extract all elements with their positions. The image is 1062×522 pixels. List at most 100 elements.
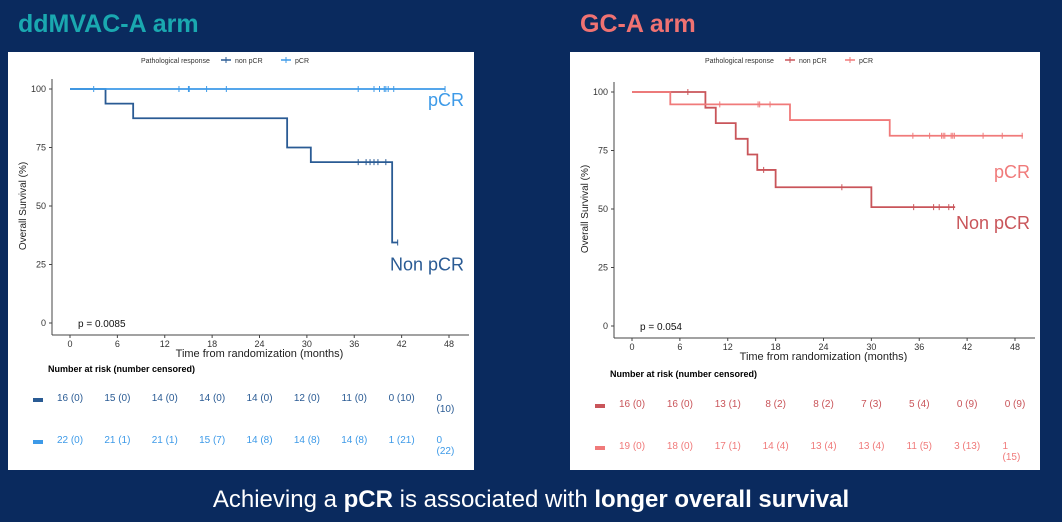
- x-tick-label: 0: [67, 339, 72, 349]
- risk-row-pCR: 22 (0) 21 (1) 21 (1) 15 (7) 14 (8) 14 (8) 14 (…: [8, 435, 474, 457]
- y-tick-label: 75: [598, 146, 608, 156]
- legend-label: non pCR: [799, 58, 827, 65]
- risk-cell: 12 (0): [293, 393, 320, 404]
- x-tick-label: 12: [160, 339, 170, 349]
- footer-bold-survival: longer overall survival: [594, 486, 850, 513]
- x-tick-label: 0: [629, 342, 634, 352]
- x-tick-label: 42: [397, 339, 407, 349]
- y-axis-label: Overall Survival (%): [580, 165, 591, 253]
- risk-cell: 16 (0): [666, 399, 693, 410]
- x-tick-label: 42: [962, 342, 972, 352]
- risk-cell: 0 (22): [436, 435, 455, 457]
- risk-cell: 15 (0): [104, 393, 131, 404]
- risk-cell: 0 (10): [388, 393, 415, 404]
- x-tick-label: 18: [207, 339, 217, 349]
- x-tick-label: 48: [1010, 342, 1020, 352]
- risk-cell: 14 (8): [246, 435, 273, 446]
- legend-label: pCR: [295, 58, 309, 65]
- risk-cell: 17 (1): [714, 441, 741, 452]
- risk-cell: 1 (21): [388, 435, 415, 446]
- risk-cell: 16 (0): [618, 399, 646, 410]
- right-chart-panel: Pathological response non pCR pCR 0 25 50 75 10…: [570, 52, 1040, 470]
- legend-label: non pCR: [235, 58, 263, 65]
- risk-cell: 19 (0): [618, 441, 646, 452]
- left-arm-title: ddMVAC-A arm: [18, 10, 199, 38]
- risk-row-swatch: [33, 398, 43, 402]
- risk-row-swatch: [595, 404, 605, 408]
- risk-cell: 1 (15): [1002, 441, 1021, 463]
- p-value: p = 0.054: [640, 322, 682, 333]
- risk-cell: 13 (1): [714, 399, 741, 410]
- survival-curve-non-pCR: [70, 88, 398, 244]
- risk-cell: 21 (1): [104, 435, 131, 446]
- x-tick-label: 48: [444, 339, 454, 349]
- y-tick-label: 50: [598, 204, 608, 214]
- y-tick-label: 0: [41, 318, 46, 328]
- x-tick-label: 24: [254, 339, 264, 349]
- risk-row-swatch: [33, 440, 43, 444]
- footer-text: Achieving a: [212, 486, 344, 513]
- risk-cell: 3 (13): [954, 441, 981, 452]
- y-tick-label: 75: [36, 143, 46, 153]
- x-tick-label: 36: [914, 342, 924, 352]
- risk-cell: 22 (0): [56, 435, 84, 446]
- risk-cell: 15 (7): [199, 435, 226, 446]
- legend-title: Pathological response: [141, 58, 210, 65]
- right-arm-title: GC-A arm: [580, 10, 696, 38]
- y-tick-label: 25: [36, 260, 46, 270]
- risk-cell: 13 (4): [810, 441, 837, 452]
- risk-cell: 5 (4): [908, 399, 930, 410]
- y-tick-label: 25: [598, 263, 608, 273]
- risk-row-swatch: [595, 446, 605, 450]
- risk-cell: 0 (10): [436, 393, 455, 415]
- risk-cell: 14 (0): [199, 393, 226, 404]
- km-plot: Pathological response non pCR pCR 0 25 50 75 10…: [580, 57, 1035, 362]
- curve-label: pCR: [994, 162, 1030, 182]
- p-value: p = 0.0085: [78, 319, 126, 330]
- risk-table-title: Number at risk (number censored): [48, 364, 196, 374]
- footer-caption: Achieving a pCR is associated with longe…: [0, 486, 1062, 514]
- x-axis-label: Time from randomization (months): [740, 351, 908, 362]
- risk-cell: 8 (2): [765, 399, 786, 410]
- y-axis-label: Overall Survival (%): [18, 162, 29, 250]
- footer-bold-pcr: pCR: [343, 486, 393, 513]
- risk-cell: 14 (8): [341, 435, 368, 446]
- risk-cell: 18 (0): [666, 441, 693, 452]
- x-axis-label: Time from randomization (months): [176, 348, 344, 360]
- curve-label: Non pCR: [956, 213, 1030, 233]
- x-tick-label: 30: [302, 339, 312, 349]
- risk-cell: 21 (1): [151, 435, 178, 446]
- y-tick-label: 0: [603, 321, 608, 331]
- risk-row-non-pCR: 16 (0) 16 (0) 13 (1) 8 (2) 8 (2) 7 (3) 5 (4) 0 …: [570, 399, 1040, 413]
- risk-row-non-pCR: 16 (0) 15 (0) 14 (0) 14 (0) 14 (0) 12 (0) 11 (…: [8, 393, 474, 415]
- y-tick-label: 100: [31, 84, 46, 94]
- curve-label: Non pCR: [390, 255, 464, 275]
- risk-cell: 14 (0): [151, 393, 178, 404]
- x-tick-label: 36: [349, 339, 359, 349]
- risk-cell: 0 (9): [1004, 399, 1026, 410]
- risk-cell: 11 (5): [906, 441, 932, 452]
- risk-cell: 14 (8): [293, 435, 320, 446]
- risk-cell: 0 (9): [956, 399, 978, 410]
- risk-cell: 7 (3): [861, 399, 882, 410]
- x-tick-label: 6: [677, 342, 682, 352]
- risk-table-title: Number at risk (number censored): [610, 369, 758, 379]
- survival-curve-pCR: [632, 91, 1023, 137]
- risk-cell: 14 (4): [762, 441, 789, 452]
- left-chart-panel: Pathological response non pCR pCR 0 25 50 75 10…: [8, 52, 474, 470]
- y-tick-label: 100: [593, 87, 608, 97]
- legend-title: Pathological response: [705, 58, 774, 65]
- risk-cell: 11 (0): [341, 393, 367, 404]
- risk-cell: 8 (2): [813, 399, 834, 410]
- survival-curve-non-pCR: [632, 91, 956, 209]
- x-tick-label: 18: [771, 342, 781, 352]
- y-tick-label: 50: [36, 201, 46, 211]
- km-plot: Pathological response non pCR pCR 0 25 50 75 10…: [18, 57, 469, 360]
- risk-row-pCR: 19 (0) 18 (0) 17 (1) 14 (4) 13 (4) 13 (4) 11 (…: [570, 441, 1040, 463]
- x-tick-label: 6: [115, 339, 120, 349]
- legend-label: pCR: [859, 58, 873, 65]
- curve-label: pCR: [428, 90, 464, 110]
- risk-cell: 16 (0): [56, 393, 84, 404]
- risk-cell: 13 (4): [858, 441, 885, 452]
- footer-text: is associated with: [392, 486, 595, 513]
